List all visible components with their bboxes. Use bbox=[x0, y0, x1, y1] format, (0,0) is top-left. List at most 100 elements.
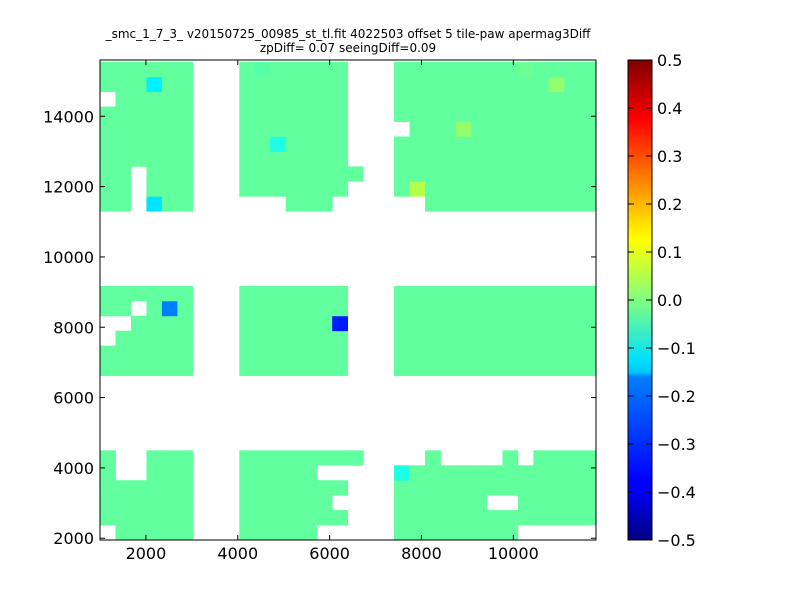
heatmap-cell bbox=[440, 151, 457, 167]
heatmap-cell bbox=[564, 121, 581, 137]
heatmap-cell bbox=[471, 300, 488, 317]
heatmap-cell bbox=[239, 450, 256, 466]
heatmap-cell bbox=[455, 510, 472, 526]
heatmap-cell bbox=[332, 61, 349, 78]
heatmap-cell bbox=[146, 121, 163, 137]
heatmap-cell bbox=[579, 285, 596, 302]
heatmap-cell bbox=[316, 315, 333, 332]
heatmap-cell bbox=[301, 121, 318, 137]
plot-frame bbox=[99, 59, 597, 541]
heatmap-cell bbox=[471, 465, 488, 481]
heatmap-cell bbox=[455, 465, 472, 481]
heatmap-cell bbox=[161, 360, 178, 377]
heatmap-cell bbox=[161, 106, 178, 122]
heatmap-cell bbox=[254, 495, 271, 511]
heatmap-cell bbox=[440, 166, 457, 182]
heatmap-cell bbox=[146, 151, 163, 167]
heatmap-cell bbox=[332, 166, 349, 182]
heatmap-cell bbox=[239, 285, 256, 302]
heatmap-cell bbox=[425, 91, 441, 107]
heatmap-cell bbox=[425, 525, 441, 541]
heatmap-cell bbox=[486, 315, 503, 332]
heatmap-cell bbox=[533, 76, 550, 93]
y-tick-label: 12000 bbox=[43, 178, 94, 197]
heatmap-cell bbox=[517, 166, 534, 182]
heatmap-cell bbox=[301, 196, 318, 212]
heatmap-cell bbox=[486, 196, 503, 212]
heatmap-cell bbox=[115, 480, 132, 496]
heatmap-cell bbox=[177, 196, 194, 212]
heatmap-cell bbox=[394, 465, 410, 481]
heatmap-cell bbox=[455, 345, 472, 362]
heatmap-cell bbox=[239, 151, 256, 167]
heatmap-cell bbox=[347, 166, 364, 182]
heatmap-cell bbox=[100, 450, 116, 466]
heatmap-cell bbox=[254, 330, 271, 347]
heatmap-cell bbox=[100, 300, 116, 317]
y-axis: 2000 4000 6000 8000 10000 12000 14000 bbox=[43, 107, 596, 548]
heatmap-cell bbox=[301, 91, 318, 107]
heatmap-cell bbox=[409, 166, 426, 182]
heatmap-cell bbox=[316, 196, 333, 212]
heatmap-cell bbox=[270, 465, 287, 481]
heatmap-cell bbox=[455, 136, 472, 152]
heatmap-cell bbox=[161, 136, 178, 152]
heatmap-cell bbox=[440, 510, 457, 526]
colorbar-tick-label: 0.5 bbox=[657, 51, 682, 70]
heatmap-cell bbox=[564, 151, 581, 167]
heatmap-cell bbox=[579, 91, 596, 107]
heatmap-cell bbox=[177, 151, 194, 167]
heatmap-cell bbox=[579, 181, 596, 197]
heatmap-cell bbox=[486, 121, 503, 137]
heatmap-cell bbox=[564, 360, 581, 377]
heatmap-cell bbox=[146, 106, 163, 122]
heatmap-cell bbox=[177, 285, 194, 302]
heatmap-cell bbox=[332, 91, 349, 107]
heatmap-cell bbox=[394, 480, 410, 496]
heatmap-cell bbox=[548, 181, 565, 197]
heatmap-cell bbox=[579, 360, 596, 377]
heatmap-cell bbox=[161, 121, 178, 137]
heatmap-cell bbox=[146, 300, 163, 317]
heatmap-cell bbox=[130, 285, 147, 302]
heatmap-cell bbox=[425, 360, 441, 377]
colorbar-tick-label: −0.1 bbox=[657, 339, 696, 358]
heatmap-cell bbox=[440, 76, 457, 93]
heatmap-cell bbox=[409, 495, 426, 511]
heatmap-cell bbox=[146, 450, 163, 466]
heatmap-cell bbox=[332, 480, 349, 496]
heatmap-cell bbox=[548, 510, 565, 526]
heatmap-cell bbox=[316, 106, 333, 122]
heatmap-cell bbox=[425, 510, 441, 526]
heatmap-cell bbox=[161, 345, 178, 362]
heatmap-cell bbox=[455, 330, 472, 347]
heatmap-cell bbox=[316, 76, 333, 93]
heatmap-cell bbox=[533, 61, 550, 78]
heatmap-cell bbox=[146, 510, 163, 526]
heatmap-cell bbox=[409, 480, 426, 496]
heatmap-cell bbox=[316, 151, 333, 167]
heatmap-cell bbox=[486, 300, 503, 317]
heatmap-cell bbox=[301, 480, 318, 496]
heatmap-cell bbox=[394, 151, 410, 167]
heatmap-cell bbox=[564, 330, 581, 347]
heatmap-cell bbox=[285, 345, 302, 362]
heatmap-cell bbox=[548, 450, 565, 466]
heatmap-cell bbox=[517, 181, 534, 197]
heatmap-cell bbox=[440, 525, 457, 541]
heatmap-cell bbox=[332, 76, 349, 93]
heatmap-cell bbox=[471, 480, 488, 496]
heatmap-cell bbox=[425, 495, 441, 511]
heatmap-cell bbox=[239, 345, 256, 362]
heatmap-cell bbox=[161, 300, 178, 317]
heatmap-cell bbox=[564, 91, 581, 107]
heatmap-cell bbox=[270, 450, 287, 466]
heatmap-cell bbox=[394, 181, 410, 197]
heatmap-cell bbox=[502, 510, 519, 526]
heatmap-cell bbox=[548, 121, 565, 137]
heatmap-cell bbox=[130, 106, 147, 122]
heatmap-cell bbox=[394, 166, 410, 182]
heatmap-cell bbox=[161, 330, 178, 347]
heatmap-cell bbox=[285, 510, 302, 526]
